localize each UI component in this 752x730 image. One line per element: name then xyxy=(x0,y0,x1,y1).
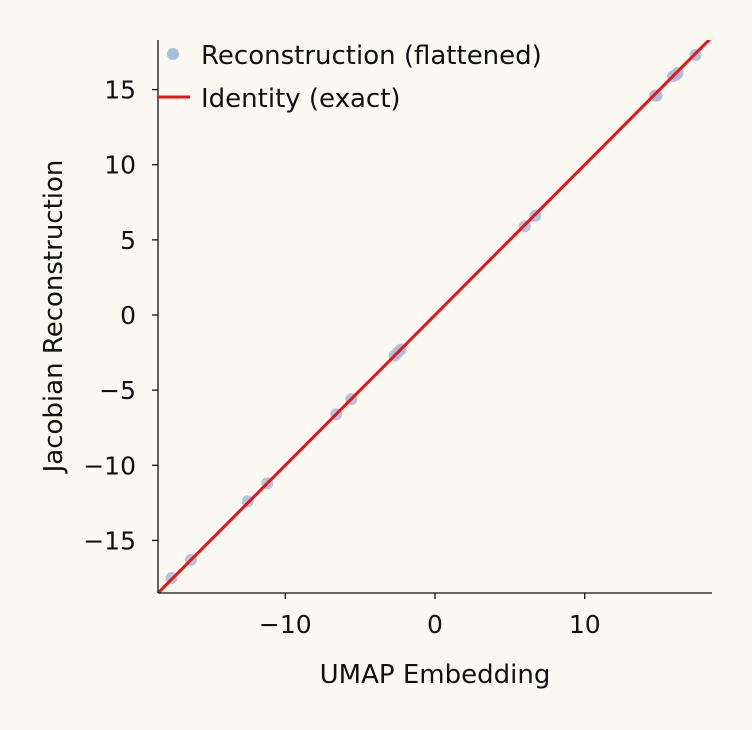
legend-label-identity: Identity (exact) xyxy=(201,84,401,114)
x-axis-title: UMAP Embedding xyxy=(320,660,551,690)
line-layer xyxy=(158,40,712,593)
data-point-12 xyxy=(650,89,663,102)
x-tick-label-0: −10 xyxy=(259,610,312,639)
identity-line xyxy=(158,40,712,593)
y-tick-label-0: −15 xyxy=(83,526,136,555)
y-axis-title: Jacobian Reconstruction xyxy=(39,160,69,475)
legend: Reconstruction (flattened) Identity (exa… xyxy=(158,41,542,114)
legend-marker-reconstruction xyxy=(167,48,179,60)
ticks-layer: −10 0 10 −15 −10 −5 0 5 10 15 xyxy=(83,76,600,639)
y-tick-label-1: −10 xyxy=(83,451,136,480)
y-tick-label-6: 15 xyxy=(104,76,136,105)
x-tick-label-1: 0 xyxy=(427,610,443,639)
y-tick-label-4: 5 xyxy=(120,226,136,255)
x-tick-label-2: 10 xyxy=(569,610,601,639)
y-tick-label-2: −5 xyxy=(99,376,136,405)
y-tick-label-3: 0 xyxy=(120,301,136,330)
legend-label-reconstruction: Reconstruction (flattened) xyxy=(201,41,542,71)
y-tick-label-5: 10 xyxy=(104,151,136,180)
